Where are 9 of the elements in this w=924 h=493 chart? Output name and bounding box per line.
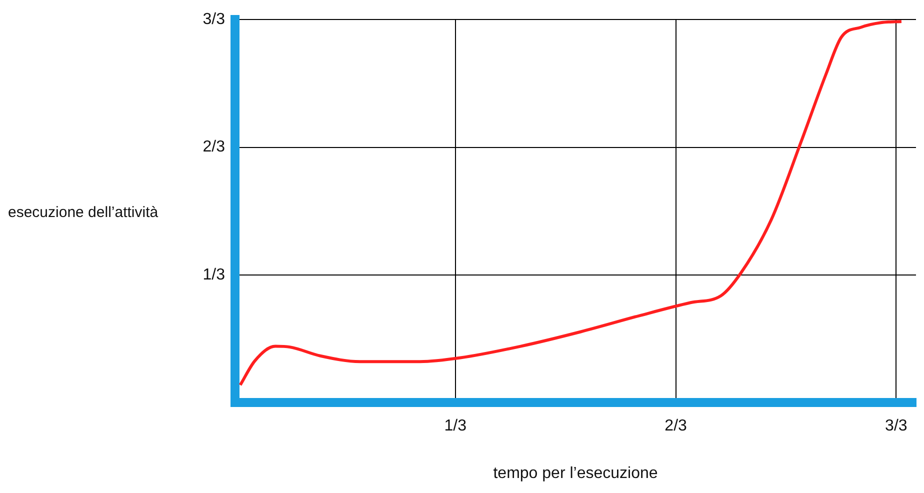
line-series [238, 20, 903, 386]
y-tick-label: 3/3 [202, 11, 226, 28]
y-tick-label: 2/3 [202, 138, 226, 156]
x-axis-title: tempo per l’esecuzione [493, 464, 658, 482]
y-tick-label: 1/3 [202, 266, 226, 284]
x-tick-label: 3/3 [885, 418, 908, 435]
x-tick-label: 2/3 [664, 418, 688, 435]
x-tick-label: 1/3 [444, 418, 467, 435]
y-axis-title: esecuzione dell’attività [8, 204, 158, 221]
